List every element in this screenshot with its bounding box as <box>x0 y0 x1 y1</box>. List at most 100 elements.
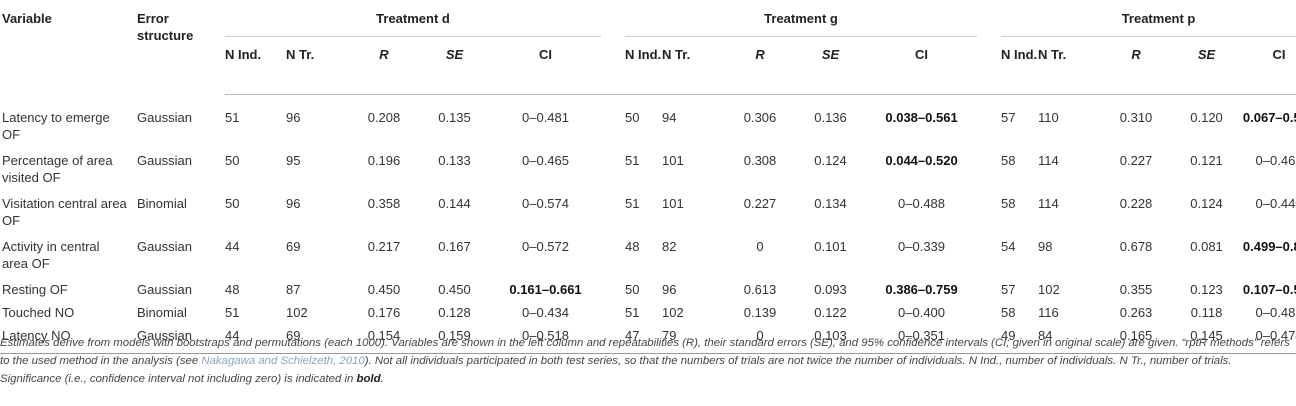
cell-n-tr-d: 102 <box>286 305 308 320</box>
header-variable: Variable <box>2 11 52 26</box>
cell-n-ind-g: 50 <box>625 110 640 125</box>
cell-se-p: 0.121 <box>1190 153 1223 168</box>
cell-se-g: 0.136 <box>814 110 847 125</box>
cell-ci-d: 0–0.574 <box>522 196 569 211</box>
cell-error-structure: Gaussian <box>137 239 192 254</box>
header-treatment-p: Treatment p <box>1001 4 1296 37</box>
cell-variable: Resting OF <box>2 282 68 297</box>
cell-r-p: 0.678 <box>1119 239 1153 254</box>
cell-n-ind-d: 50 <box>225 196 240 211</box>
cell-se-p: 0.124 <box>1190 196 1223 211</box>
cell-ci-d: 0–0.481 <box>522 110 569 125</box>
cell-se-g: 0.124 <box>814 153 847 168</box>
cell-se-d: 0.135 <box>438 110 471 125</box>
cell-n-tr-g: 96 <box>662 282 677 297</box>
header-n-ind: N Ind. <box>1001 36 1039 95</box>
cell-n-tr-p: 84 <box>1038 324 1102 354</box>
header-n-tr: N Tr. <box>286 36 349 95</box>
table-row: Visitation central area OF Binomial 50 96 0.… <box>0 192 1296 235</box>
header-r: R <box>349 36 419 95</box>
cell-r-p: 0.310 <box>1119 110 1153 125</box>
cell-variable: Visitation central area OF <box>2 196 127 228</box>
cell-variable: Touched NO <box>2 305 75 320</box>
cell-r-g: 0 <box>756 239 764 254</box>
cell-se-p: 0.120 <box>1190 110 1223 125</box>
cell-r-g: 0.308 <box>743 153 777 168</box>
cell-ci-p: 0–0.462 <box>1255 153 1296 168</box>
cell-n-ind-p: 54 <box>1001 239 1016 254</box>
cell-r-g: 0 <box>725 324 796 354</box>
table-footnote: Estimates derive from models with bootst… <box>0 334 1292 388</box>
cell-ci-p: 0.067–0.540 <box>1242 110 1296 125</box>
cell-se-g: 0.093 <box>814 282 847 297</box>
cell-r-d: 0.208 <box>367 110 401 125</box>
cell-n-ind-p: 57 <box>1001 110 1016 125</box>
cell-r-p: 0.263 <box>1119 305 1153 320</box>
cell-se-p: 0.081 <box>1190 239 1223 254</box>
cell-r-d: 0.217 <box>367 239 401 254</box>
cell-ci-p: 0–0.440 <box>1255 196 1296 211</box>
citation-link[interactable]: Nakagawa and Schielzeth, 2010 <box>201 355 365 367</box>
table-row: Resting OF Gaussian 48 87 0.450 0.450 0.161–0.… <box>0 278 1296 301</box>
cell-n-ind-d: 51 <box>225 110 240 125</box>
cell-ci-g: 0–0.351 <box>866 324 978 354</box>
cell-se-p: 0.123 <box>1190 282 1223 297</box>
cell-ci-d: 0.161–0.661 <box>509 282 582 297</box>
cell-ci-p: 0–0.483 <box>1255 305 1296 320</box>
cell-n-tr-d: 96 <box>286 196 301 211</box>
footnote-text-1: Estimates derive from models with bootst… <box>0 337 1290 367</box>
cell-se-g: 0.101 <box>814 239 847 254</box>
cell-n-tr-p: 114 <box>1038 153 1059 168</box>
cell-n-ind-d: 48 <box>225 282 240 297</box>
cell-ci-d: 0–0.572 <box>522 239 569 254</box>
cell-n-tr-g: 101 <box>662 196 684 211</box>
cell-n-tr-d: 87 <box>286 282 301 297</box>
cell-error-structure: Gaussian <box>137 282 192 297</box>
cell-r-d: 0.358 <box>367 196 401 211</box>
cell-error-structure: Gaussian <box>137 109 192 125</box>
cell-n-ind-g: 47 <box>625 324 663 354</box>
table-row: Touched NO Binomial 51 102 0.176 0.128 0–0.434… <box>0 301 1296 324</box>
cell-r-d: 0.154 <box>349 324 419 354</box>
header-error-structure: Error structure <box>137 11 194 43</box>
cell-n-tr-d: 69 <box>286 324 349 354</box>
cell-n-tr-g: 82 <box>662 239 677 254</box>
cell-ci-d: 0–0.518 <box>490 324 602 354</box>
cell-ci-g: 0–0.400 <box>898 305 946 320</box>
cell-r-g: 0.613 <box>743 282 777 297</box>
cell-n-tr-g: 102 <box>662 305 684 320</box>
cell-ci-d: 0–0.434 <box>522 305 569 320</box>
header-ci: CI <box>866 36 978 95</box>
cell-error-structure: Binomial <box>137 305 187 320</box>
cell-r-g: 0.139 <box>743 305 777 320</box>
cell-error-structure: Gaussian <box>137 324 225 354</box>
cell-ci-p: 0.107–0.566 <box>1242 282 1296 297</box>
cell-ci-d: 0–0.465 <box>522 153 569 168</box>
cell-n-ind-p: 58 <box>1001 196 1016 211</box>
cell-n-tr-p: 116 <box>1038 305 1059 320</box>
cell-n-tr-g: 101 <box>662 153 684 168</box>
cell-n-ind-d: 50 <box>225 153 240 168</box>
cell-ci-p: 0.499–0.809 <box>1242 239 1296 254</box>
cell-se-d: 0.159 <box>419 324 490 354</box>
footnote-text-3: . <box>380 373 384 385</box>
cell-n-tr-g: 79 <box>662 324 726 354</box>
header-treatment-d: Treatment d <box>225 4 602 37</box>
cell-n-ind-p: 57 <box>1001 282 1016 297</box>
cell-se-d: 0.167 <box>438 239 471 254</box>
header-r: R <box>725 36 796 95</box>
cell-r-p: 0.355 <box>1119 282 1153 297</box>
cell-ci-p: 0–0.474 <box>1242 324 1296 354</box>
repeatability-table: Variable Error structure Treatment d Tre… <box>0 4 1296 354</box>
cell-se-d: 0.144 <box>438 196 471 211</box>
table-row: Latency NO Gaussian 44 69 0.154 0.159 0–0.518 4… <box>0 324 1296 354</box>
cell-r-g: 0.306 <box>743 110 777 125</box>
cell-n-tr-p: 110 <box>1038 110 1059 125</box>
header-n-ind: N Ind. <box>625 36 663 95</box>
header-se: SE <box>419 36 490 95</box>
cell-n-tr-p: 98 <box>1038 239 1053 254</box>
cell-n-ind-g: 50 <box>625 282 640 297</box>
cell-n-ind-d: 44 <box>225 324 286 354</box>
cell-se-d: 0.133 <box>438 153 471 168</box>
cell-se-g: 0.134 <box>814 196 847 211</box>
